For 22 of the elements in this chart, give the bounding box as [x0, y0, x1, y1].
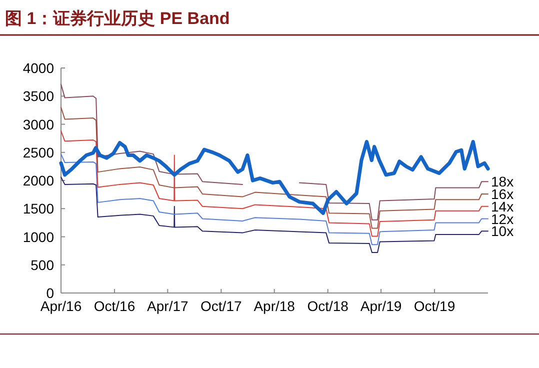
y-tick-label: 1500 [22, 200, 54, 217]
y-tick-label: 1000 [22, 228, 54, 245]
title: 图 1：证券行业历史 PE Band [5, 9, 230, 28]
y-tick-label: 4000 [22, 60, 54, 76]
y-tick-label: 3000 [22, 116, 54, 132]
y-tick-label: 500 [30, 256, 54, 273]
x-tick-label: Apr/16 [40, 298, 82, 314]
y-tick-label: 0 [46, 285, 54, 301]
y-tick-label: 2000 [22, 172, 54, 188]
line-series [60, 176, 488, 253]
line-series [60, 154, 488, 246]
x-tick-label: Apr/18 [254, 298, 296, 314]
x-tick-label: Oct/16 [94, 298, 136, 314]
line-series [60, 130, 488, 237]
line-series [60, 106, 488, 229]
x-tick-label: Apr/19 [360, 298, 402, 314]
x-tick-label: Oct/18 [307, 298, 349, 314]
x-tick-label: Apr/17 [147, 298, 189, 314]
y-tick-label: 2500 [22, 144, 54, 160]
x-tick-label: Oct/17 [200, 298, 242, 314]
y-tick-label: 3500 [22, 88, 54, 104]
x-tick-label: Oct/19 [414, 298, 456, 314]
